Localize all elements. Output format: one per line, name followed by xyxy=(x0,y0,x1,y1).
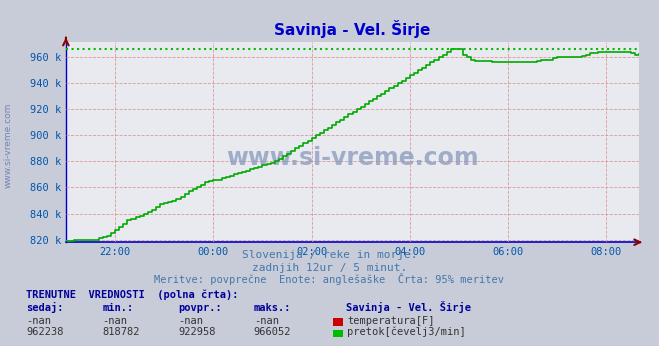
Text: -nan: -nan xyxy=(102,316,127,326)
Text: www.si-vreme.com: www.si-vreme.com xyxy=(226,146,479,170)
Text: 922958: 922958 xyxy=(178,327,215,337)
Text: Savinja - Vel. Širje: Savinja - Vel. Širje xyxy=(346,301,471,313)
Text: Slovenija / reke in morje.: Slovenija / reke in morje. xyxy=(242,250,417,260)
Text: www.si-vreme.com: www.si-vreme.com xyxy=(3,103,13,188)
Text: -nan: -nan xyxy=(26,316,51,326)
Text: maks.:: maks.: xyxy=(254,303,291,313)
Text: 966052: 966052 xyxy=(254,327,291,337)
Text: sedaj:: sedaj: xyxy=(26,302,64,313)
Text: 962238: 962238 xyxy=(26,327,64,337)
Text: -nan: -nan xyxy=(254,316,279,326)
Text: zadnjih 12ur / 5 minut.: zadnjih 12ur / 5 minut. xyxy=(252,263,407,273)
Text: pretok[čevelj3/min]: pretok[čevelj3/min] xyxy=(347,326,466,337)
Text: -nan: -nan xyxy=(178,316,203,326)
Text: 818782: 818782 xyxy=(102,327,140,337)
Title: Savinja - Vel. Širje: Savinja - Vel. Širje xyxy=(274,20,431,38)
Text: Meritve: povprečne  Enote: anglešaške  Črta: 95% meritev: Meritve: povprečne Enote: anglešaške Črt… xyxy=(154,273,505,285)
Text: povpr.:: povpr.: xyxy=(178,303,221,313)
Text: TRENUTNE  VREDNOSTI  (polna črta):: TRENUTNE VREDNOSTI (polna črta): xyxy=(26,290,239,300)
Text: min.:: min.: xyxy=(102,303,133,313)
Text: temperatura[F]: temperatura[F] xyxy=(347,316,435,326)
